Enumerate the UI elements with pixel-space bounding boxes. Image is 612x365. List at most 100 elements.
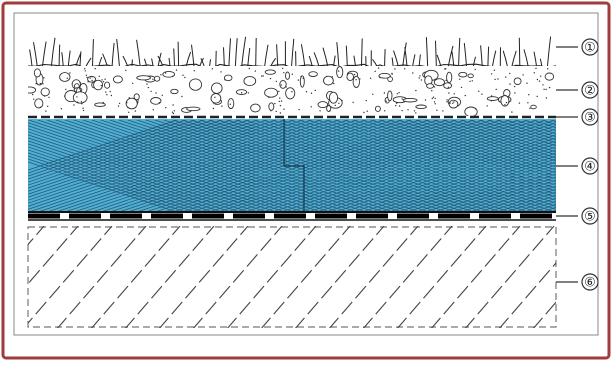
callout-circle-3: [581, 108, 599, 126]
pebble: [40, 87, 50, 97]
insulation-mesh: [28, 120, 556, 212]
grit-dot: [366, 110, 368, 112]
grit-dot: [545, 97, 548, 99]
grit-dot: [490, 73, 493, 75]
grit-dot: [452, 102, 454, 105]
pebble: [433, 78, 445, 87]
grit-dot: [474, 68, 476, 71]
pebble: [308, 71, 318, 77]
grit-dot: [436, 109, 438, 112]
grit-dot: [39, 106, 41, 109]
pebble: [500, 95, 510, 107]
pebble: [426, 83, 435, 89]
grit-dot: [459, 78, 461, 80]
grit-dot: [442, 110, 444, 112]
grit-dot: [431, 90, 433, 92]
callout-circle-2: [581, 81, 599, 99]
grit-dot: [365, 99, 367, 102]
grit-dot: [268, 96, 270, 99]
grit-dot: [269, 77, 272, 80]
insulation-hatch: [28, 120, 556, 212]
grit-dot: [448, 92, 450, 94]
grit-dot: [434, 97, 436, 100]
grit-dot: [79, 81, 81, 84]
grit-dot: [326, 75, 328, 78]
grit-dot: [396, 93, 398, 95]
pebble: [227, 98, 235, 110]
grit-dot: [352, 101, 354, 104]
pebble: [443, 82, 452, 89]
grit-dot: [165, 72, 167, 74]
grit-dot: [369, 77, 372, 80]
pebble: [268, 102, 275, 111]
grit-dot: [109, 90, 111, 93]
grit-dot: [359, 78, 361, 80]
grit-dot: [464, 94, 466, 97]
grit-dot: [261, 75, 263, 77]
pebble: [446, 71, 453, 84]
grit-dot: [493, 69, 496, 71]
grit-dot: [513, 85, 516, 88]
callout-circle-5: [581, 207, 599, 225]
grit-dot: [536, 78, 539, 81]
grit-dot: [432, 96, 435, 98]
pebble: [323, 75, 334, 86]
grit-dot: [101, 79, 103, 81]
grit-dot: [401, 98, 403, 100]
grit-dot: [132, 82, 134, 85]
grit-dot: [305, 91, 308, 93]
grit-dot: [449, 102, 451, 104]
pebble: [336, 66, 344, 79]
pebble: [326, 105, 332, 112]
pebble: [378, 72, 391, 79]
grit-dot: [398, 105, 401, 107]
grit-dot: [248, 67, 250, 70]
grit-dot: [363, 111, 365, 114]
grit-dot: [184, 76, 186, 79]
grit-dot: [91, 76, 93, 78]
grit-dot: [161, 94, 163, 97]
pebble: [285, 87, 296, 100]
grit-dot: [150, 90, 152, 93]
grit-dot: [302, 77, 304, 80]
pebble: [299, 75, 305, 88]
grit-dot: [171, 111, 174, 113]
grit-dot: [87, 81, 89, 83]
grit-dot: [60, 108, 63, 110]
grit-dot: [291, 73, 293, 75]
grit-dot: [100, 84, 103, 87]
grit-dot: [469, 80, 471, 83]
pebble: [513, 77, 522, 85]
grit-dot: [33, 98, 35, 100]
grit-dot: [453, 93, 455, 95]
grit-dot: [341, 99, 343, 102]
grit-dot: [94, 68, 96, 70]
grit-dot: [401, 109, 403, 112]
pebble: [153, 75, 161, 82]
grit-dot: [385, 100, 387, 102]
grit-dot: [548, 86, 551, 89]
grit-dot: [175, 69, 178, 71]
grit-dot: [543, 88, 545, 91]
pebble: [285, 71, 290, 80]
callout-label-3: ③: [584, 111, 596, 126]
grit-dot: [91, 79, 93, 82]
grit-dot: [73, 104, 75, 106]
grit-dot: [453, 101, 455, 103]
grit-dot: [407, 109, 409, 111]
grit-dot: [173, 110, 176, 112]
grit-dot: [413, 110, 416, 112]
grit-dot: [66, 77, 69, 79]
grit-dot: [374, 70, 376, 73]
grit-dot: [76, 96, 78, 98]
pebble: [33, 68, 41, 78]
grit-dot: [279, 105, 282, 107]
pebble: [72, 91, 88, 104]
grit-dot: [329, 110, 331, 112]
grit-dot: [172, 104, 174, 106]
pebble: [264, 69, 276, 75]
grit-dot: [84, 68, 86, 70]
pebble: [170, 88, 179, 95]
grit-dot: [511, 111, 513, 113]
